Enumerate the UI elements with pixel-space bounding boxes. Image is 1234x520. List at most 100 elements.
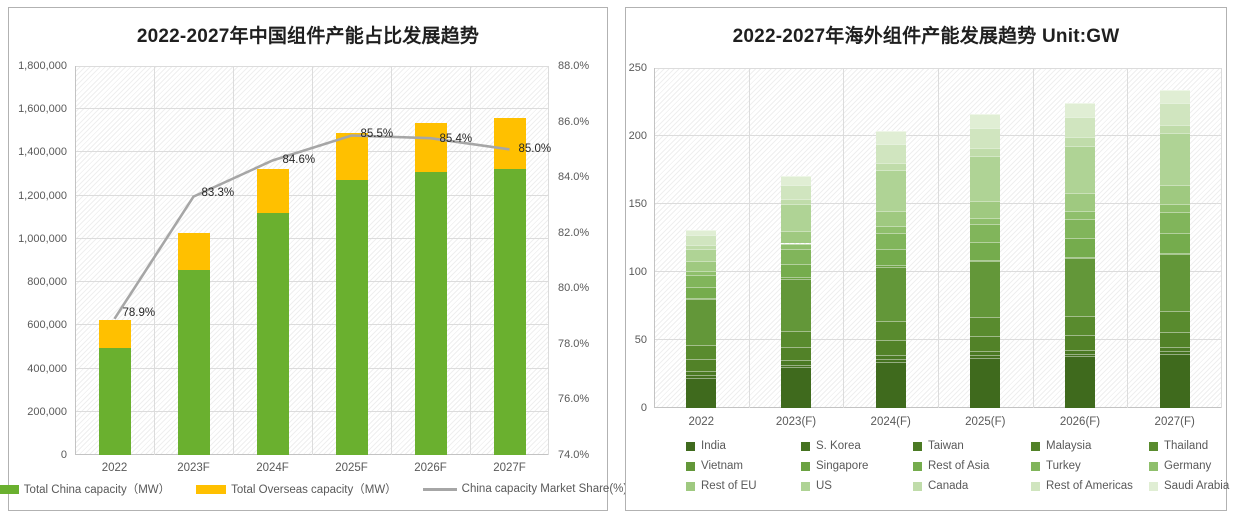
gridline-vertical (470, 66, 471, 455)
bar-china-capacity (335, 179, 368, 455)
bar-segment-rest-of-eu (970, 201, 1001, 218)
y-axis-left-tick-label: 400,000 (27, 362, 67, 375)
legend-color-swatch (1149, 461, 1158, 471)
legend-item: Canada (913, 480, 1031, 492)
gridline-vertical (548, 66, 549, 455)
bar-segment-rest-of-eu (1065, 193, 1095, 211)
bar-segment-germany (781, 243, 811, 249)
legend-label: China capacity Market Share(%) (461, 483, 628, 495)
legend-item: S. Korea (801, 440, 913, 452)
x-axis-category-label: 2027F (493, 462, 526, 474)
bar-segment-saudi-arabia (1065, 103, 1095, 117)
gridline-vertical (938, 68, 939, 408)
bar-segment-malaysia (781, 346, 811, 361)
y-axis-right-tick-label: 82.0% (558, 226, 590, 239)
bar-segment-rest-of-americas (781, 185, 811, 199)
legend-label: Rest of Americas (1046, 480, 1133, 492)
bar-segment-germany (1065, 210, 1095, 219)
legend-label: US (816, 480, 832, 492)
legend-item: Rest of Americas (1031, 480, 1149, 492)
gridline-vertical (1221, 68, 1222, 408)
bar-segment-saudi-arabia (875, 130, 906, 145)
bar-china-capacity (493, 168, 526, 455)
line-data-label: 83.3% (201, 186, 235, 199)
legend-item: Saudi Arabia (1149, 480, 1234, 492)
y-axis-right-tick-label: 84.0% (558, 171, 590, 184)
chart-title-left: 2022-2027年中国组件产能占比发展趋势 (136, 26, 480, 47)
overseas-capacity-chart-panel: 2022-2027年海外组件产能发展趋势 Unit:GW 0 50 100 150 20… (625, 7, 1229, 511)
legend-label: Saudi Arabia (1164, 480, 1230, 492)
plot-area-left: 78.9% 83.3% 84.6% 85.5% 85.4% 85.0% (75, 66, 551, 455)
bar-segment-taiwan (970, 350, 1001, 355)
line-data-label: 85.4% (439, 133, 473, 146)
bar-segment-saudi-arabia (686, 229, 717, 236)
legend-color-swatch (1031, 461, 1040, 471)
legend-color-swatch (196, 484, 227, 494)
bar-segment-malaysia (686, 359, 717, 372)
legend-item: Thailand (1149, 440, 1234, 452)
bar-segment-thailand (781, 330, 811, 347)
bar-segment-thailand (686, 345, 717, 359)
bar-segment-taiwan (686, 371, 717, 376)
bar-segment-vietnam (875, 266, 906, 321)
y-axis-tick-label: 50 (634, 334, 647, 346)
x-axis-category-label: 2027(F) (1154, 416, 1195, 428)
y-axis-tick-label: 100 (628, 266, 647, 278)
bar-segment-singapore (1159, 252, 1190, 255)
market-share-polyline (113, 134, 510, 320)
x-axis-category-label: 2023F (177, 462, 210, 474)
legend-left-chart: Total China capacity（MW） Total Overseas c… (0, 481, 627, 497)
legend-label: Total China capacity（MW） (23, 484, 171, 496)
legend-label: Rest of EU (701, 480, 757, 492)
bar-overseas-capacity (493, 118, 526, 169)
bar-segment-turkey (875, 232, 906, 249)
x-axis-category-label: 2022 (688, 416, 715, 428)
plot-area-right (654, 68, 1222, 408)
x-axis-category-label: 2025(F) (965, 416, 1006, 428)
bar-segment-germany (970, 217, 1001, 225)
legend-color-swatch (801, 461, 810, 471)
bar-segment-rest-of-americas (1159, 103, 1190, 126)
y-axis-left-tick-label: 1,000,000 (18, 232, 67, 245)
bar-china-capacity (177, 270, 210, 455)
legend-item: Singapore (801, 460, 913, 472)
bar-segment-canada (970, 148, 1001, 157)
bar-segment-thailand (1159, 311, 1190, 332)
bar-segment-malaysia (1159, 331, 1190, 347)
y-axis-tick-label: 200 (628, 130, 647, 142)
bar-china-capacity (256, 213, 289, 455)
bar-segment-india (686, 378, 717, 408)
bar-segment-turkey (781, 248, 811, 264)
y-axis-right-tick-label: 86.0% (558, 115, 590, 128)
legend-color-swatch (686, 481, 695, 491)
bar-segment-s-korea (781, 364, 811, 368)
bar-segment-turkey (970, 224, 1001, 243)
gridline-vertical (154, 66, 155, 455)
y-axis-right-tick-label: 88.0% (558, 60, 590, 72)
bar-segment-s-korea (686, 375, 717, 379)
gridline-vertical (748, 68, 750, 408)
legend-item: China capacity Market Share(%) (422, 483, 628, 495)
legend-label: Singapore (816, 460, 869, 472)
legend-item: Turkey (1031, 460, 1149, 472)
bar-segment-thailand (875, 321, 906, 340)
legend-label: India (701, 440, 726, 452)
line-data-label: 84.6% (282, 154, 316, 167)
legend-label: S. Korea (816, 440, 861, 452)
bar-segment-rest-of-eu (686, 261, 717, 271)
bar-segment-rest-of-americas (875, 144, 906, 164)
legend-label: Total Overseas capacity（MW） (231, 484, 397, 496)
bar-segment-taiwan (1159, 346, 1190, 351)
bar-segment-thailand (970, 316, 1001, 336)
china-capacity-chart-panel: 2022-2027年中国组件产能占比发展趋势 78.9% 83.3% 84.6% 85… (0, 7, 627, 511)
bar-segment-rest-of-asia (686, 286, 717, 298)
legend-label: Canada (928, 480, 969, 492)
legend-color-swatch (1031, 481, 1040, 491)
x-axis-category-label: 2024F (256, 462, 289, 474)
bar-segment-rest-of-americas (1065, 117, 1095, 138)
bar-segment-canada (781, 198, 811, 204)
bar-segment-turkey (1159, 212, 1190, 233)
bar-overseas-capacity (256, 169, 289, 214)
bar-segment-germany (875, 225, 906, 233)
bar-segment-india (781, 367, 811, 408)
